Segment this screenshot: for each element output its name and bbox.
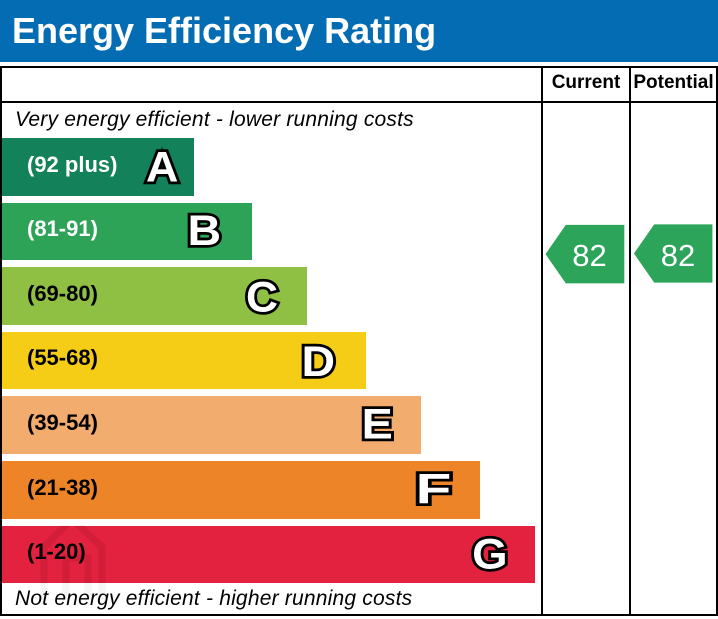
svg-text:D: D [302,338,336,386]
svg-text:F: F [416,465,452,513]
svg-text:C: C [246,273,278,321]
svg-text:B: B [188,207,222,255]
svg-text:E: E [362,401,393,449]
svg-text:G: G [472,530,508,578]
svg-text:A: A [146,144,178,192]
svg-text:82: 82 [661,238,695,273]
svg-text:82: 82 [572,238,606,273]
